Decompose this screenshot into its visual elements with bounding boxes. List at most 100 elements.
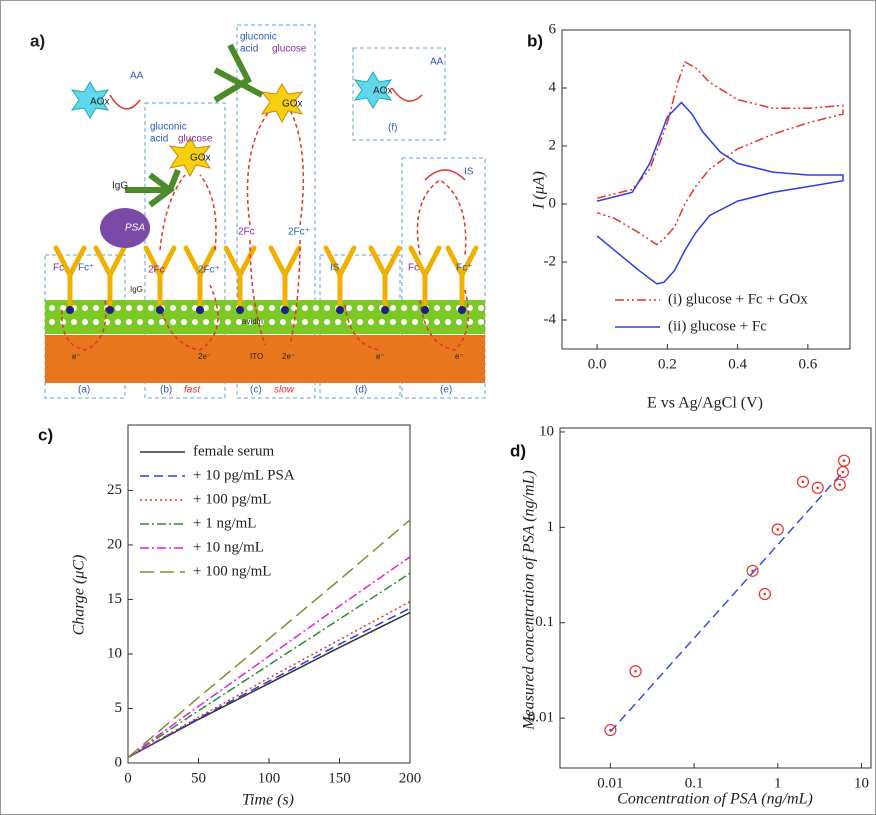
series-line: [596, 60, 844, 246]
data-point-center: [634, 669, 637, 673]
x-tick-label: 0.0: [588, 356, 607, 372]
pore: [170, 319, 176, 325]
diagram-label: IS: [464, 167, 474, 178]
pore: [368, 305, 374, 311]
diagram-label: AOx: [373, 86, 392, 97]
pore: [313, 305, 319, 311]
antibodies: [53, 245, 479, 308]
series-line: [127, 556, 411, 759]
y-tick-label: 15: [107, 591, 122, 607]
y-tick-label: 2: [549, 137, 557, 153]
panel-label: b): [527, 31, 543, 50]
diagram-label: Fc⁺: [78, 263, 94, 274]
diagram-label: e⁻: [376, 352, 385, 361]
pore: [412, 305, 418, 311]
diagram-label: AA: [430, 57, 444, 68]
y-tick-label: 0.1: [535, 614, 554, 630]
diagram-label: GOx: [190, 153, 211, 164]
data-point: [604, 723, 617, 737]
diagram-label: GOx: [282, 99, 303, 110]
series-line: [127, 607, 411, 759]
pore: [159, 319, 165, 325]
diagram-label: Fc: [53, 263, 64, 274]
pore: [71, 319, 77, 325]
diagram-label: (e): [440, 385, 452, 396]
pore: [148, 319, 154, 325]
y-axis-label: Measured concentration of PSA (ng/mL): [521, 470, 538, 731]
x-tick-label: 0.2: [658, 356, 677, 372]
pore: [115, 305, 121, 311]
biotin: [381, 306, 389, 314]
data-point-center: [751, 569, 754, 573]
diagram-label: 2e⁻: [282, 352, 295, 361]
pore: [93, 305, 99, 311]
pore: [181, 319, 187, 325]
pore: [269, 319, 275, 325]
pore: [82, 305, 88, 311]
series-line: [127, 572, 411, 759]
pore: [247, 319, 253, 325]
legend-label: + 100 ng/mL: [193, 563, 271, 579]
x-tick-label: 10: [854, 775, 869, 791]
pore: [269, 305, 275, 311]
pore: [324, 305, 330, 311]
pore: [203, 319, 209, 325]
x-tick-label: 150: [328, 770, 351, 786]
y-tick-label: 4: [549, 79, 557, 95]
series-line: [127, 519, 411, 759]
data-point-center: [776, 528, 780, 531]
pore: [247, 305, 253, 311]
pore: [445, 305, 451, 311]
antibody: [223, 245, 257, 308]
diagram-label: Fc⁺: [456, 263, 472, 274]
pore: [324, 319, 330, 325]
diagram-label: AOx: [90, 97, 109, 108]
diagram-label: 2e⁻: [198, 352, 211, 361]
y-tick-label: -2: [544, 253, 557, 269]
legend-label: (i) glucose + Fc + GOx: [668, 291, 808, 307]
legend-label: + 10 pg/mL PSA: [193, 467, 295, 483]
pore: [49, 305, 55, 311]
panel-label: c): [38, 425, 53, 444]
pore: [478, 319, 484, 325]
data-point: [796, 475, 810, 488]
igg-label: [213, 43, 264, 103]
pore: [412, 319, 418, 325]
antibody: [323, 245, 357, 308]
pore: [456, 319, 462, 325]
pore: [82, 319, 88, 325]
pore: [291, 305, 297, 311]
pore: [313, 319, 319, 325]
x-tick-label: 1: [774, 775, 782, 791]
x-tick-label: 100: [258, 770, 281, 786]
diagram-label: 2Fc⁺: [198, 265, 220, 276]
data-point: [758, 587, 771, 601]
y-tick-label: 20: [107, 536, 122, 552]
diagram-label: avidin: [242, 317, 263, 326]
legend-label: + 100 pg/mL: [193, 491, 271, 507]
data-point-center: [609, 728, 612, 732]
y-tick-label: 0: [549, 195, 557, 211]
y-tick-label: 6: [549, 21, 557, 37]
series-line: [596, 101, 844, 285]
pore: [302, 319, 308, 325]
data-point-center: [801, 480, 805, 484]
x-tick-label: 200: [399, 770, 422, 786]
pore: [170, 305, 176, 311]
antibody: [368, 245, 402, 308]
pore: [203, 305, 209, 311]
pore: [192, 319, 198, 325]
pore: [60, 305, 66, 311]
data-point: [771, 523, 784, 536]
diagram-label: (a): [78, 385, 90, 396]
biotin: [236, 306, 244, 314]
antibody: [53, 245, 87, 308]
diagram-label: acid: [240, 44, 258, 55]
pore: [148, 305, 154, 311]
biotin: [66, 306, 74, 314]
pore: [115, 319, 121, 325]
data-point-center: [763, 592, 767, 596]
pore: [445, 319, 451, 325]
y-tick-label: 10: [539, 423, 554, 439]
